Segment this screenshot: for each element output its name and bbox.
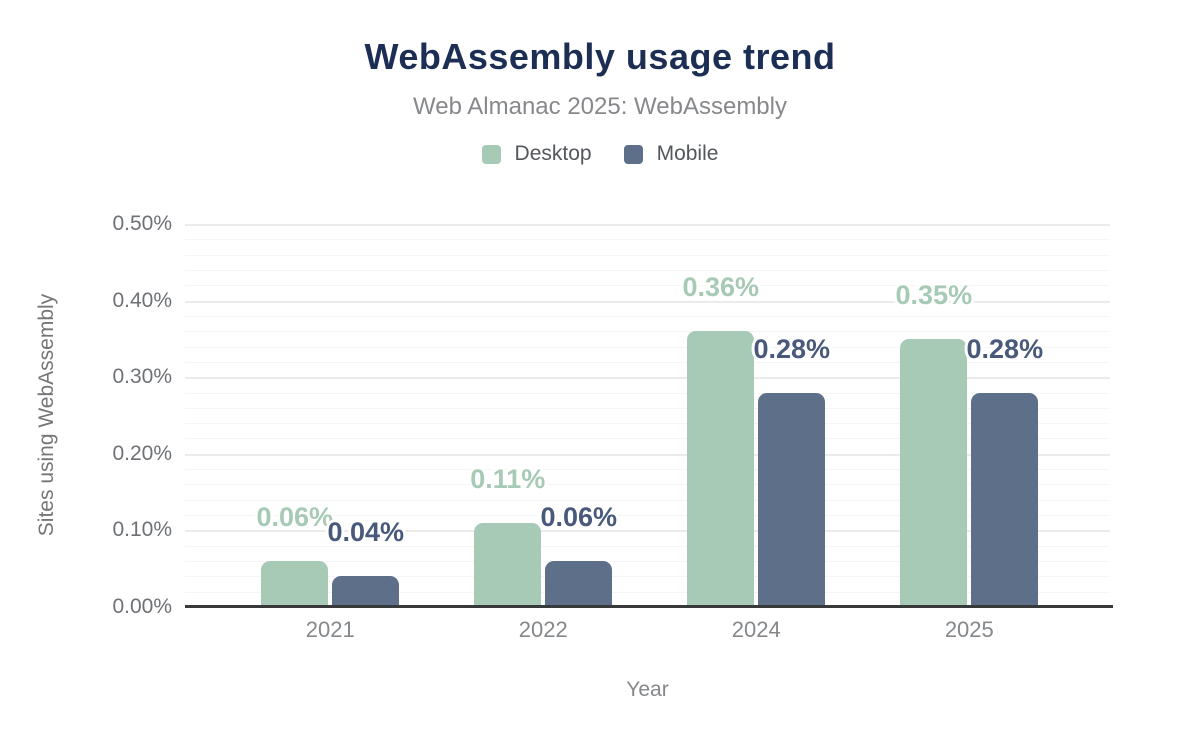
y-tick-label: 0.10% — [112, 518, 172, 542]
minor-gridline — [185, 591, 1110, 593]
minor-gridline — [185, 361, 1110, 363]
major-gridline — [185, 377, 1110, 380]
minor-gridline — [185, 576, 1110, 578]
legend-label-mobile: Mobile — [656, 142, 719, 165]
major-gridline — [185, 453, 1110, 456]
x-axis-title: Year — [626, 678, 669, 701]
legend-swatch-mobile — [623, 144, 643, 164]
y-tick-label: 0.40% — [112, 288, 172, 312]
data-label-desktop-2021: 0.06% — [256, 502, 333, 533]
x-tick-label-2022: 2022 — [518, 617, 568, 642]
bar-desktop-2024[interactable] — [687, 331, 755, 607]
chart-title: WebAssembly usage trend — [364, 36, 836, 77]
minor-gridline — [185, 545, 1110, 547]
bar-mobile-2024[interactable] — [758, 392, 826, 607]
legend: Desktop Mobile — [0, 142, 1200, 166]
minor-gridline — [185, 515, 1110, 517]
plot-area: 0.06% 0.04% 0.11% 0.06% 0.36% 0.28% 0.35% 0.28% — [185, 224, 1110, 607]
x-tick-label-2025: 2025 — [944, 617, 994, 642]
data-label-desktop-2025: 0.35% — [895, 279, 973, 310]
minor-gridline — [185, 315, 1110, 317]
major-gridline — [185, 530, 1110, 533]
x-tick-label-2024: 2024 — [731, 617, 781, 642]
data-label-desktop-2024: 0.36% — [682, 272, 760, 303]
x-tick-label-2021: 2021 — [305, 617, 355, 642]
major-gridline — [185, 224, 1110, 226]
major-gridline — [185, 300, 1110, 303]
bar-mobile-2022[interactable] — [545, 561, 613, 607]
minor-gridline — [185, 392, 1110, 394]
minor-gridline — [185, 484, 1110, 486]
chart-subtitle: Web Almanac 2025: WebAssembly — [413, 93, 787, 120]
x-axis-line — [185, 605, 1113, 608]
minor-gridline — [185, 285, 1110, 287]
bar-mobile-2025[interactable] — [971, 392, 1039, 607]
minor-gridline — [185, 346, 1110, 348]
data-label-mobile-2024: 0.28% — [753, 333, 831, 364]
minor-gridline — [185, 269, 1110, 271]
minor-gridline — [185, 561, 1110, 563]
legend-swatch-desktop — [481, 144, 501, 164]
y-axis-title: Sites using WebAssembly — [35, 293, 58, 537]
y-tick-label: 0.50% — [112, 212, 172, 235]
minor-gridline — [185, 438, 1110, 440]
data-label-mobile-2021: 0.04% — [327, 517, 404, 548]
y-tick-label: 0.30% — [112, 365, 172, 389]
minor-gridline — [185, 239, 1110, 241]
minor-gridline — [185, 407, 1110, 409]
bar-desktop-2021[interactable] — [261, 561, 329, 607]
minor-gridline — [185, 423, 1110, 425]
bar-desktop-2022[interactable] — [474, 522, 542, 607]
legend-item-desktop[interactable]: Desktop — [481, 142, 592, 166]
data-label-mobile-2025: 0.28% — [966, 333, 1044, 364]
data-label-desktop-2022: 0.11% — [470, 463, 546, 494]
minor-gridline — [185, 331, 1110, 333]
bar-mobile-2021[interactable] — [332, 576, 400, 607]
minor-gridline — [185, 499, 1110, 501]
y-tick-label: 0.20% — [112, 441, 172, 465]
minor-gridline — [185, 469, 1110, 471]
data-label-mobile-2022: 0.06% — [540, 502, 618, 533]
y-tick-label: 0.00% — [112, 595, 172, 618]
minor-gridline — [185, 254, 1110, 256]
bar-desktop-2025[interactable] — [900, 338, 968, 607]
legend-item-mobile[interactable]: Mobile — [623, 142, 719, 166]
legend-label-desktop: Desktop — [514, 142, 592, 165]
